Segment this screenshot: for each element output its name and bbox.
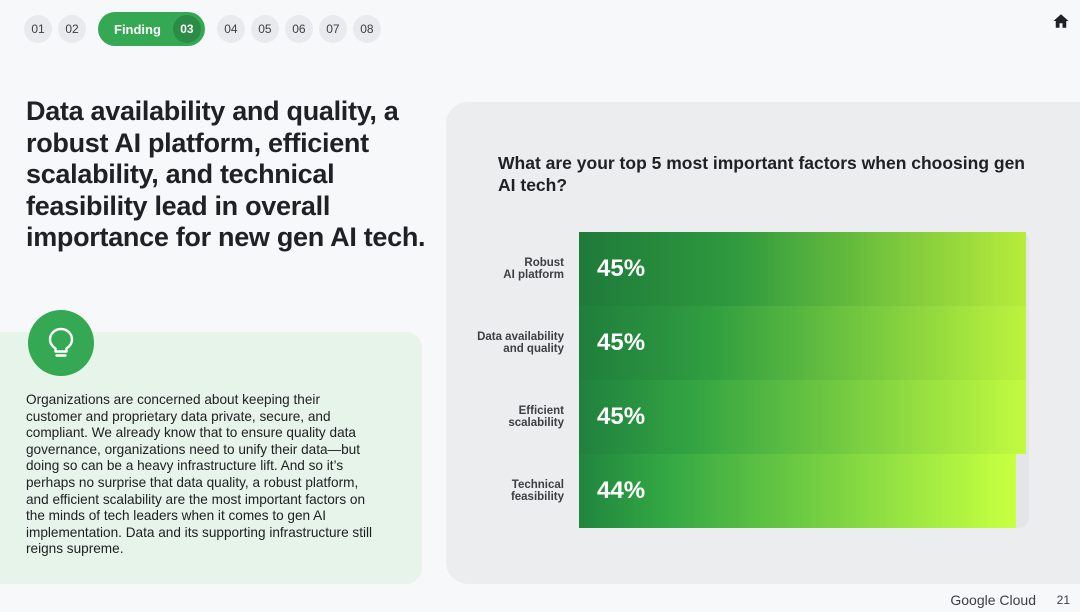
nav-page-06[interactable]: 06 <box>284 15 313 43</box>
category-label: Data availability and quality <box>477 330 564 356</box>
nav-page-07[interactable]: 07 <box>318 15 347 43</box>
nav-page-08[interactable]: 08 <box>352 15 381 43</box>
page-headline: Data availability and quality, a robust … <box>26 96 426 252</box>
footer-brand: Google Cloud <box>950 592 1036 608</box>
chart-bar: 45% <box>579 380 1026 454</box>
bar-value-label: 45% <box>597 255 646 282</box>
page-number: 21 <box>1056 593 1070 607</box>
nav-page-05[interactable]: 05 <box>250 15 279 43</box>
nav-active-number: 03 <box>172 15 201 43</box>
category-label: Efficient scalability <box>508 404 564 430</box>
chart-title: What are your top 5 most important facto… <box>498 153 1025 195</box>
chart-bar: 45% <box>579 232 1026 306</box>
nav-page-02[interactable]: 02 <box>58 15 86 43</box>
chart-bar: 44% <box>579 454 1016 528</box>
body-paragraph: Organizations are concerned about keepin… <box>26 392 373 557</box>
finding-nav: 01 02 Finding 03 04 05 06 07 08 <box>24 12 381 46</box>
nav-page-04[interactable]: 04 <box>216 15 245 43</box>
nav-page-01[interactable]: 01 <box>24 15 52 43</box>
bar-value-label: 45% <box>597 329 646 356</box>
nav-active-label: Finding <box>114 21 161 37</box>
category-label: Robust AI platform <box>503 256 564 282</box>
bar-value-label: 45% <box>597 403 646 430</box>
lightbulb-icon <box>28 310 94 376</box>
category-label: Technical feasibility <box>510 478 564 504</box>
chart-bar: 45% <box>579 306 1026 380</box>
nav-page-03-active[interactable]: Finding 03 <box>98 12 205 46</box>
bar-value-label: 44% <box>597 477 646 504</box>
home-icon[interactable] <box>1052 12 1070 30</box>
